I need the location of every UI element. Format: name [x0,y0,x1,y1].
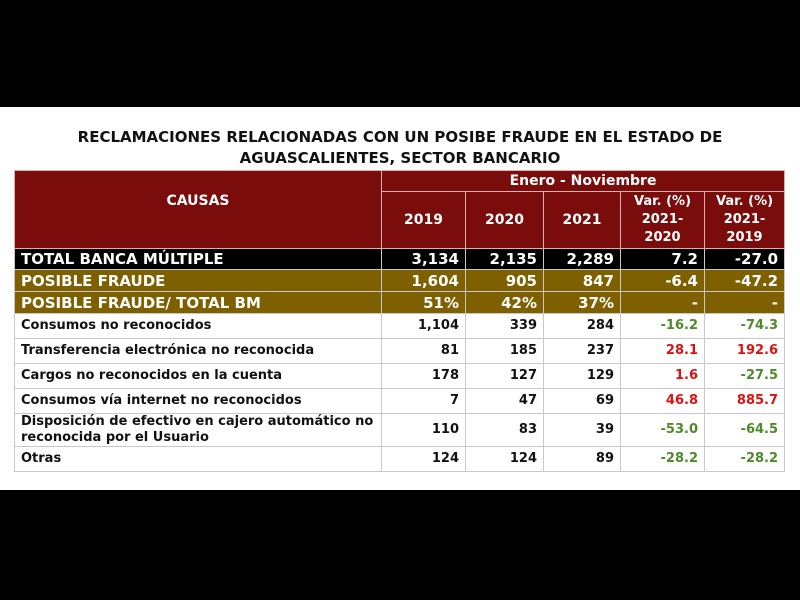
header-line: 2019 [404,212,443,228]
cell: 847 [543,269,621,292]
title-line: RECLAMACIONES RELACIONADAS CON UN POSIBE… [77,128,723,146]
cell: -28.2 [703,446,786,472]
row-label: POSIBLE FRAUDE [14,269,382,292]
cell: 7.2 [620,248,705,270]
cell: 42% [465,291,544,314]
row-label: Cargos no reconocidos en la cuenta [14,363,382,389]
header-cell: 2021 [543,191,621,249]
cell: 81 [381,338,466,364]
cell: - [620,291,705,314]
table-row: Consumos vía internet no reconocidos 7 47 6… [14,388,786,414]
cell: 339 [465,313,544,339]
cell: -74.3 [703,313,786,339]
header-line: 2021 [562,212,602,228]
row-label: POSIBLE FRAUDE/ TOTAL BM [14,291,382,314]
table-row: Otras 124 124 89 -28.2 -28.2 [14,446,786,472]
cell: -6.4 [620,269,705,292]
header-row: CAUSAS Enero - Noviembre [14,170,786,249]
cell: -27.5 [703,363,786,389]
cell: 110 [381,413,466,447]
cell: 46.8 [620,388,705,414]
cell: 237 [543,338,621,364]
cell: 885.7 [703,388,786,414]
cell: 2,135 [465,248,544,270]
cell: 127 [465,363,544,389]
cell: 51% [381,291,466,314]
cell: 129 [543,363,621,389]
cell: 83 [465,413,544,447]
cell: 69 [543,388,621,414]
table-row: Transferencia electrónica no reconocida 8… [14,338,786,364]
table-body: TOTAL BANCA MÚLTIPLE 3,134 2,135 2,289 7.2 -2… [14,248,786,472]
header-cell: Var. (%) 2021- 2020 [620,191,705,249]
cell: 39 [543,413,621,447]
cell: 47 [465,388,544,414]
cell: 1,604 [381,269,466,292]
table-header: CAUSAS Enero - Noviembre 2019 2020 2021 Var… [14,170,786,249]
cell: -64.5 [703,413,786,447]
cell: 7 [381,388,466,414]
table: CAUSAS Enero - Noviembre 2019 2020 2021 Var… [14,170,786,472]
header-line: 2021- [723,212,766,227]
row-label: Consumos no reconocidos [14,313,382,339]
cell: -27.0 [703,248,786,270]
row-label: TOTAL BANCA MÚLTIPLE [14,248,382,270]
row-label: Disposición de efectivo en cajero automá… [14,413,382,447]
cell: 124 [465,446,544,472]
header-line: 2020 [644,230,681,245]
table-row: Disposición de efectivo en cajero automá… [14,413,786,447]
title-line: AGUASCALIENTES, SECTOR BANCARIO [239,149,561,167]
header-line: Var. (%) [715,194,774,209]
cell: 124 [381,446,466,472]
header-cell: 2020 [465,191,544,249]
header-line: 2020 [485,212,524,228]
sheet: RECLAMACIONES RELACIONADAS CON UN POSIBE… [0,107,800,490]
cell: -16.2 [620,313,705,339]
title: RECLAMACIONES RELACIONADAS CON UN POSIBE… [0,127,800,169]
cell: 1.6 [620,363,705,389]
cell: -53.0 [620,413,705,447]
row-label: Otras [14,446,382,472]
cell: 185 [465,338,544,364]
table-row: TOTAL BANCA MÚLTIPLE 3,134 2,135 2,289 7.2 -2… [14,248,786,270]
header-cell: 2019 [381,191,466,249]
cell: 37% [543,291,621,314]
row-label: Transferencia electrónica no reconocida [14,338,382,364]
cell: 905 [465,269,544,292]
table-row: Cargos no reconocidos en la cuenta 178 127… [14,363,786,389]
table-row: POSIBLE FRAUDE 1,604 905 847 -6.4 -47.2 [14,269,786,292]
cell: 3,134 [381,248,466,270]
header-line: 2019 [726,230,763,245]
cell: 284 [543,313,621,339]
cell: 1,104 [381,313,466,339]
table-row: Consumos no reconocidos 1,104 339 284 -16.2-… [14,313,786,339]
cell: 178 [381,363,466,389]
cell: - [703,291,786,314]
header-row: 2019 2020 2021 Var. (%) 2021- 2020 Var. (%) 202… [15,191,786,249]
cell: 192.6 [703,338,786,364]
cell: 2,289 [543,248,621,270]
header-cell: Var. (%) 2021- 2019 [703,191,786,249]
cell: -28.2 [620,446,705,472]
header-line: 2021- [641,212,684,227]
table-row: POSIBLE FRAUDE/ TOTAL BM 51% 42% 37% - - [14,291,786,314]
header-cell: Enero - Noviembre [380,170,786,192]
cell: -47.2 [703,269,786,292]
cell: 89 [543,446,621,472]
row-label: Consumos vía internet no reconocidos [14,388,382,414]
header-cell: CAUSAS [14,170,382,249]
header-line: Var. (%) [633,194,692,209]
cell: 28.1 [620,338,705,364]
